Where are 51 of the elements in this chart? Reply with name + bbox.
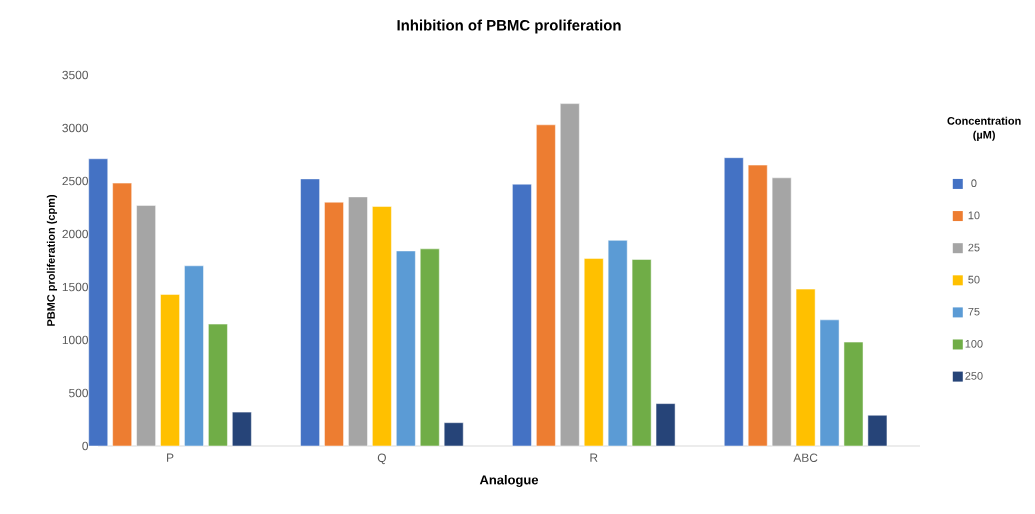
bar <box>300 178 320 447</box>
bar <box>348 196 368 447</box>
legend-label: 25 <box>968 243 980 252</box>
bar <box>512 183 532 447</box>
bar <box>771 177 792 447</box>
bar <box>583 258 604 447</box>
bar <box>396 250 416 447</box>
bar <box>560 103 580 447</box>
bar <box>443 422 464 447</box>
x-axis-title: Analogue <box>479 474 539 488</box>
chart-title: Inhibition of PBMC proliferation <box>397 19 621 34</box>
y-tick-label: 1500 <box>62 282 89 292</box>
bar <box>867 415 888 447</box>
y-tick-label: 1000 <box>62 335 89 345</box>
x-tick-label: P <box>167 453 174 462</box>
bar <box>536 124 556 447</box>
bar <box>419 248 440 447</box>
bar <box>208 323 228 447</box>
y-axis-title: PBMC proliferation (cpm) <box>46 194 58 326</box>
legend-label: 75 <box>968 307 980 316</box>
x-tick-label: Q <box>377 453 386 465</box>
bar <box>747 164 768 447</box>
y-tick-label: 0 <box>82 441 89 451</box>
legend-title: Concentration (µM) <box>947 116 1021 141</box>
bar <box>136 205 156 447</box>
y-tick-label: 3000 <box>62 123 89 133</box>
bar <box>631 259 652 447</box>
bar <box>184 265 204 447</box>
y-tick-label: 3500 <box>62 70 89 80</box>
bar <box>160 294 180 447</box>
legend-label: 250 <box>965 372 983 380</box>
bar <box>372 206 392 447</box>
legend-label: 10 <box>968 211 980 220</box>
bar <box>819 319 840 447</box>
y-tick-label: 2500 <box>62 176 89 186</box>
bar <box>607 240 628 447</box>
bar <box>795 288 816 447</box>
bar <box>88 158 108 447</box>
bar <box>232 411 252 447</box>
legend-label: 100 <box>965 339 983 348</box>
bar <box>324 201 344 447</box>
x-tick-label: ABC <box>793 453 818 462</box>
y-tick-label: 500 <box>69 388 89 398</box>
bar <box>843 341 864 447</box>
y-tick-label: 2000 <box>62 229 89 239</box>
legend-label: 0 <box>971 179 977 188</box>
bar <box>112 182 132 447</box>
x-tick-label: R <box>590 453 598 462</box>
bar <box>724 157 744 447</box>
bar <box>655 403 676 447</box>
legend-label: 50 <box>968 275 980 284</box>
